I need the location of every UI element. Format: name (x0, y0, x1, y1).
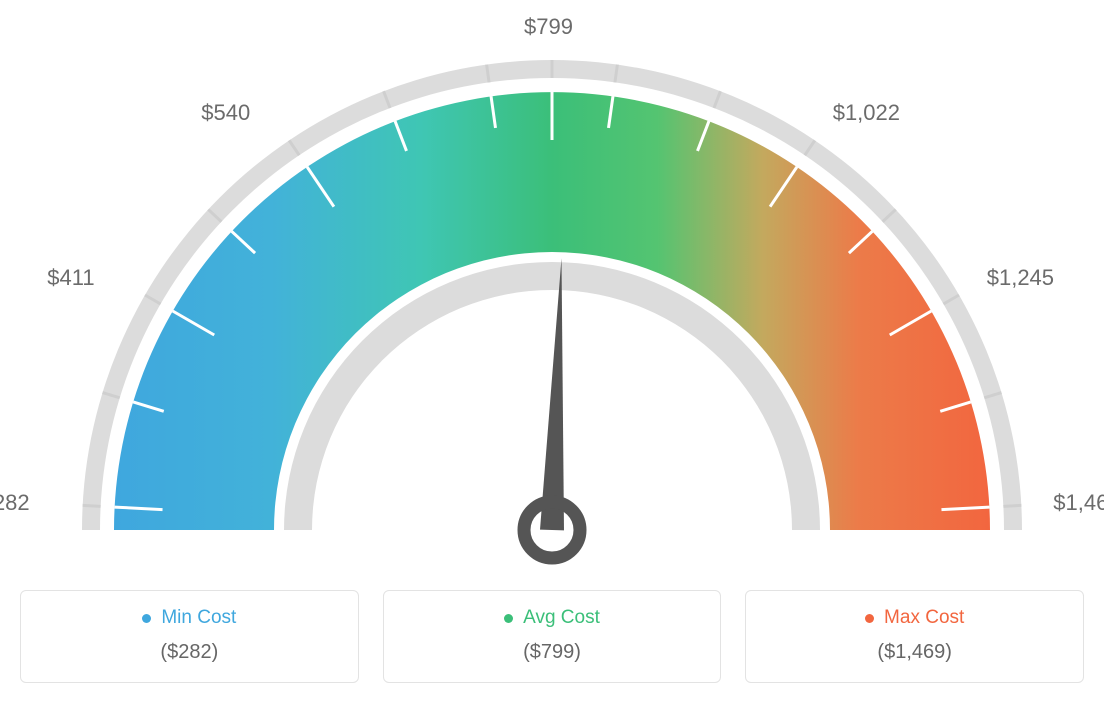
gauge-svg (20, 20, 1084, 580)
legend-title: Max Cost (865, 607, 964, 629)
gauge-tick-label: $1,022 (833, 100, 900, 126)
legend-value: ($282) (31, 641, 348, 664)
legend-value: ($799) (394, 641, 711, 664)
legend-card: Avg Cost ($799) (383, 590, 722, 683)
legend-label: Avg Cost (523, 607, 600, 629)
legend-title: Min Cost (142, 607, 236, 629)
legend-title: Avg Cost (504, 607, 600, 629)
legend-dot-icon (142, 614, 151, 623)
gauge-tick-label: $282 (0, 490, 30, 516)
legend-dot-icon (865, 614, 874, 623)
gauge-tick-label: $540 (201, 100, 250, 126)
gauge-tick-label: $411 (47, 265, 94, 291)
legend-card: Max Cost ($1,469) (745, 590, 1084, 683)
gauge-area: $282$411$540$799$1,022$1,245$1,469 (20, 20, 1084, 580)
legend-dot-icon (504, 614, 513, 623)
gauge-tick-label: $1,469 (1053, 490, 1104, 516)
legend-label: Max Cost (884, 607, 964, 629)
gauge-tick-label: $1,245 (987, 265, 1054, 291)
legend-card: Min Cost ($282) (20, 590, 359, 683)
legend-value: ($1,469) (756, 641, 1073, 664)
legend-label: Min Cost (161, 607, 236, 629)
legend-row: Min Cost ($282) Avg Cost ($799) Max Cost ($1,… (20, 590, 1084, 683)
gauge-tick-label: $799 (524, 14, 573, 40)
cost-gauge-chart: $282$411$540$799$1,022$1,245$1,469 Min C… (20, 20, 1084, 683)
